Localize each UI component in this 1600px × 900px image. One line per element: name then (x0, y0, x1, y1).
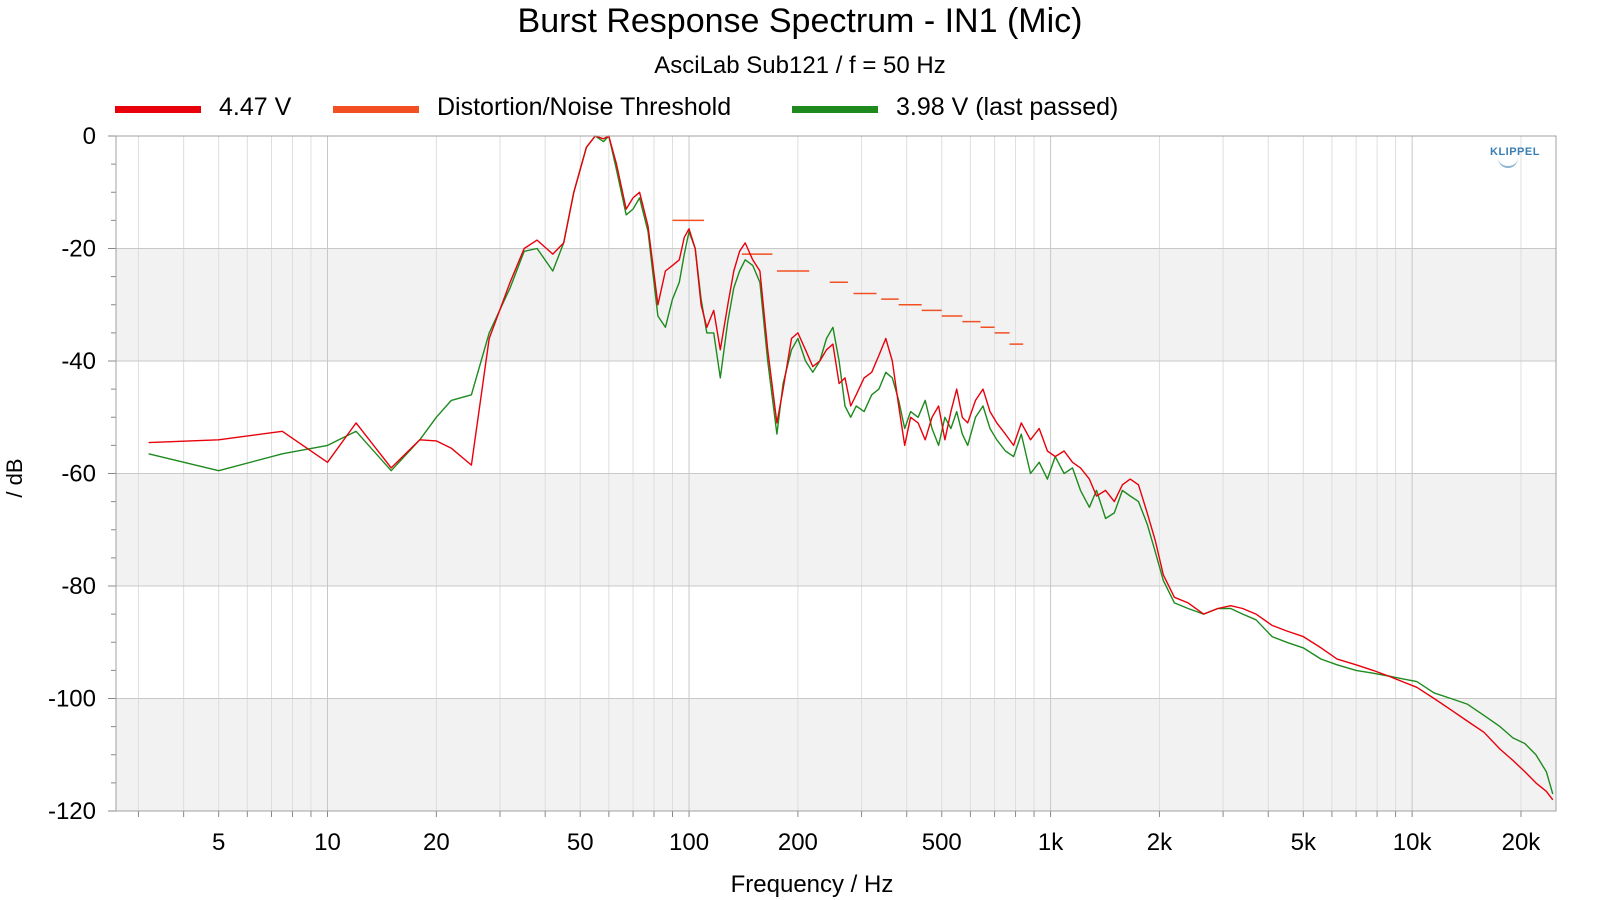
x-tick-label: 10 (314, 829, 341, 856)
chart-title: Burst Response Spectrum - IN1 (Mic) (517, 2, 1083, 40)
x-axis-label: Frequency / Hz (731, 871, 894, 898)
legend-label-series-2: 3.98 V (last passed) (896, 93, 1119, 121)
plot-frame (115, 135, 1557, 812)
y-tick-label: -40 (61, 348, 96, 375)
x-tick-label: 2k (1147, 829, 1173, 856)
legend-swatch-series-1 (115, 106, 201, 113)
x-tick-label: 1k (1038, 829, 1064, 856)
x-tick-label: 20k (1502, 829, 1542, 856)
x-tick-label: 500 (922, 829, 962, 856)
threshold-markers (672, 219, 1024, 345)
x-tick-label: 100 (669, 829, 709, 856)
plot-band (116, 473, 1556, 586)
x-tick-label: 200 (778, 829, 818, 856)
data-lines (148, 135, 1554, 801)
x-tick-label: 10k (1393, 829, 1433, 856)
x-tick-label: 5 (212, 829, 225, 856)
legend-swatch-threshold (333, 106, 419, 113)
y-tick-label: -120 (48, 798, 96, 825)
y-tick-label: -20 (61, 236, 96, 263)
chart-subtitle: AsciLab Sub121 / f = 50 Hz (654, 52, 946, 79)
x-tick-label: 50 (567, 829, 594, 856)
legend-label-threshold: Distortion/Noise Threshold (437, 93, 732, 121)
y-tick-label: -60 (61, 461, 96, 488)
series-line-3-98v (148, 135, 1554, 795)
x-tick-label: 5k (1291, 829, 1317, 856)
y-tick-label: -80 (61, 573, 96, 600)
klippel-logo: KLIPPEL (1490, 146, 1540, 158)
legend-label-series-1: 4.47 V (219, 93, 292, 121)
y-tick-label: -100 (48, 686, 96, 713)
series-line-4-47v (148, 135, 1554, 801)
plot-band (116, 698, 1556, 811)
axis-ticks: 5 10 20 50 100 200 500 1k 2k 5k 10k 20k 0 -20 -40 -60 -8… (48, 123, 1541, 856)
x-tick-label: 20 (423, 829, 450, 856)
klippel-logo-arc (1498, 158, 1518, 168)
y-tick-label: 0 (83, 123, 96, 150)
y-axis-label: / dB (2, 458, 27, 497)
legend-swatch-series-2 (792, 106, 878, 113)
